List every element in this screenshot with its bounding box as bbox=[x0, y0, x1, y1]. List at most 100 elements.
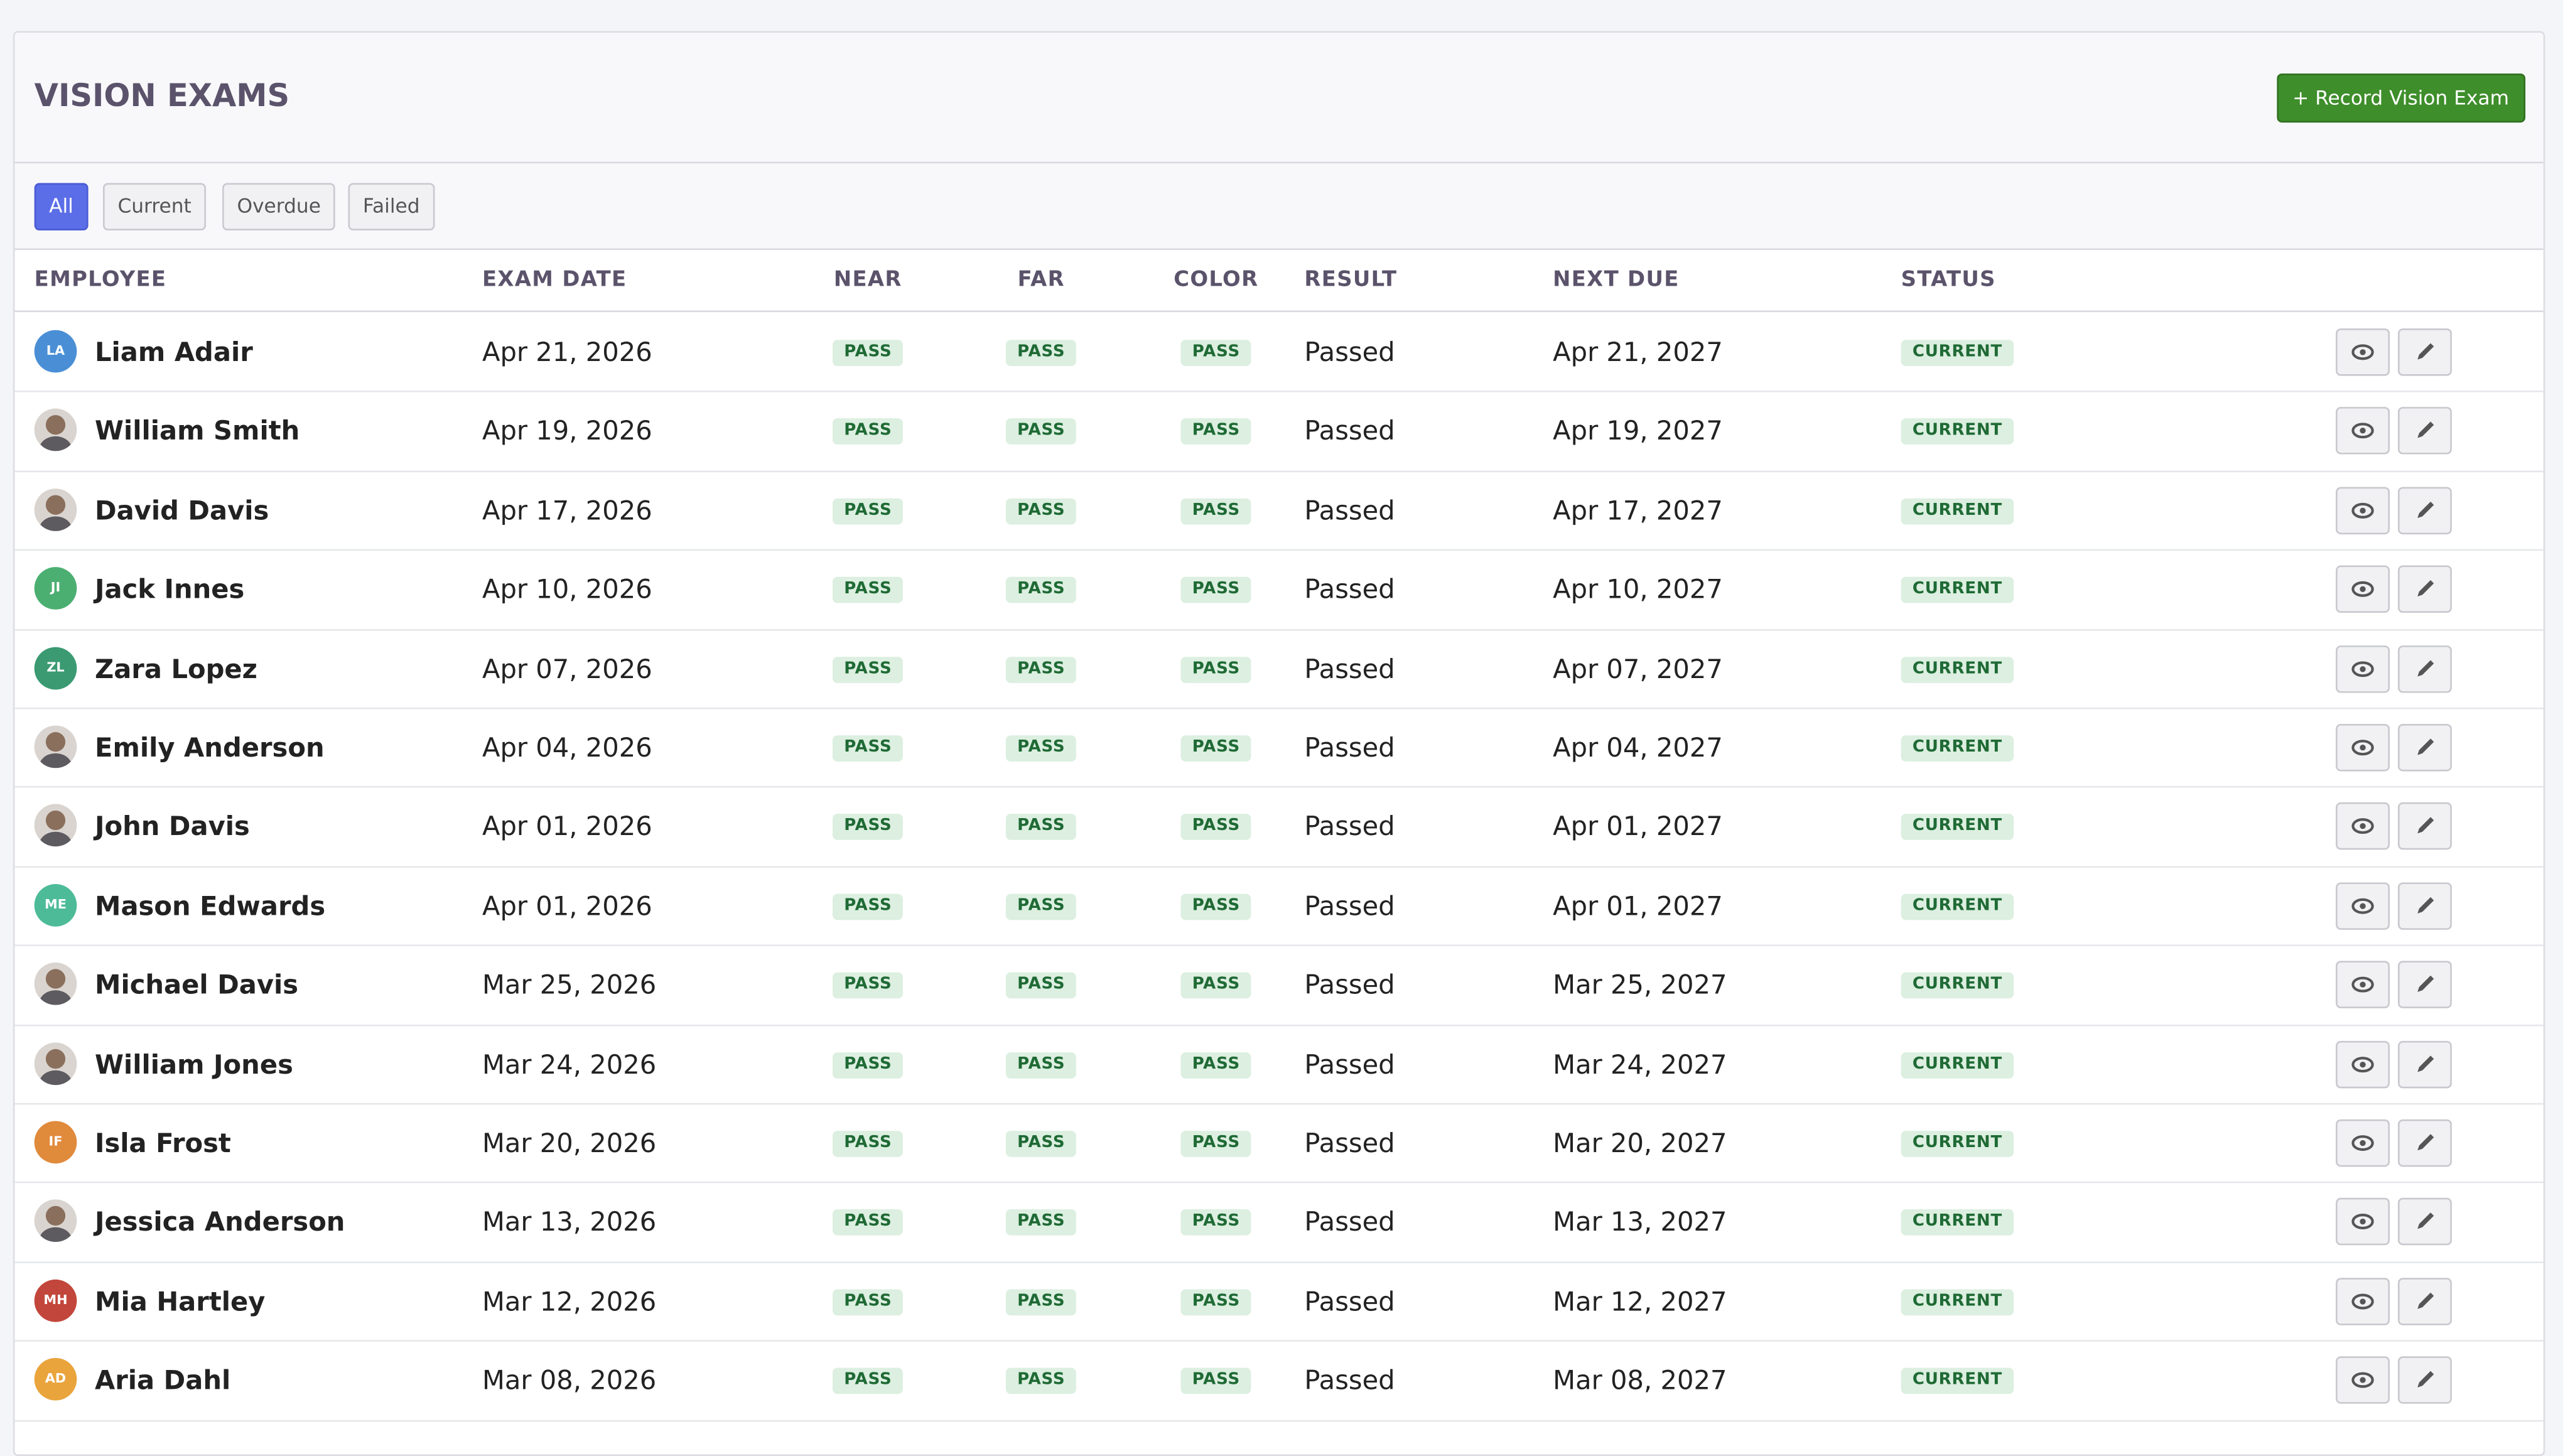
avatar: JI bbox=[34, 567, 77, 610]
photo bbox=[39, 416, 72, 452]
avatar-photo bbox=[34, 804, 77, 848]
status-badge: CURRENT bbox=[1901, 1131, 2014, 1157]
view-button[interactable] bbox=[2336, 723, 2390, 772]
pass-badge: PASS bbox=[832, 973, 904, 999]
edit-button[interactable] bbox=[2398, 407, 2452, 455]
edit-button[interactable] bbox=[2398, 1119, 2452, 1167]
column-header: NEAR bbox=[833, 267, 902, 293]
pencil-icon bbox=[2417, 501, 2434, 518]
exam-date: Apr 17, 2026 bbox=[482, 495, 652, 526]
avatar: ME bbox=[34, 883, 77, 927]
result: Passed bbox=[1304, 574, 1395, 605]
table-row: David Davis Apr 17, 2026 PASS PASS PASS Passe… bbox=[14, 470, 2544, 551]
filter-button[interactable]: Overdue bbox=[222, 183, 336, 230]
table-row: Emily Anderson Apr 04, 2026 PASS PASS PASS Pa… bbox=[14, 708, 2544, 789]
view-button[interactable] bbox=[2336, 1356, 2390, 1405]
exam-date: Mar 08, 2026 bbox=[482, 1364, 657, 1396]
edit-button[interactable] bbox=[2398, 1277, 2452, 1325]
view-button[interactable] bbox=[2336, 645, 2390, 693]
table-row: JI Jack Innes Apr 10, 2026 PASS PASS PASS Pass… bbox=[14, 549, 2544, 630]
pass-badge: PASS bbox=[1005, 419, 1077, 445]
view-button[interactable] bbox=[2336, 328, 2390, 376]
pass-badge: PASS bbox=[1180, 419, 1252, 445]
edit-button[interactable] bbox=[2398, 802, 2452, 851]
pass-badge: PASS bbox=[832, 735, 904, 762]
edit-button[interactable] bbox=[2398, 1198, 2452, 1246]
exam-date: Mar 12, 2026 bbox=[482, 1285, 657, 1317]
status-badge: CURRENT bbox=[1901, 656, 2014, 682]
employee-name: Jack Innes bbox=[94, 574, 245, 605]
view-button[interactable] bbox=[2336, 487, 2390, 534]
edit-button[interactable] bbox=[2398, 723, 2452, 772]
pencil-icon bbox=[2417, 1371, 2434, 1388]
table-row: AD Aria Dahl Mar 08, 2026 PASS PASS PASS Passe… bbox=[14, 1340, 2544, 1421]
status-badge: CURRENT bbox=[1901, 498, 2014, 524]
next-due: Mar 13, 2027 bbox=[1553, 1206, 1727, 1238]
avatar-photo bbox=[34, 409, 77, 452]
status-badge: CURRENT bbox=[1901, 735, 2014, 762]
exam-date: Mar 13, 2026 bbox=[482, 1206, 657, 1238]
result: Passed bbox=[1304, 416, 1395, 447]
view-button[interactable] bbox=[2336, 961, 2390, 1009]
filter-button[interactable]: Current bbox=[103, 183, 207, 230]
next-due: Apr 10, 2027 bbox=[1553, 574, 1723, 605]
eye-icon bbox=[2351, 423, 2374, 439]
exam-date: Apr 04, 2026 bbox=[482, 732, 652, 763]
filter-button[interactable]: Failed bbox=[348, 183, 435, 230]
pass-badge: PASS bbox=[1180, 577, 1252, 603]
pass-badge: PASS bbox=[1180, 1289, 1252, 1315]
avatar-photo bbox=[34, 725, 77, 768]
edit-button[interactable] bbox=[2398, 882, 2452, 930]
employee-name: Liam Adair bbox=[94, 337, 253, 368]
pass-badge: PASS bbox=[1180, 498, 1252, 524]
pass-badge: PASS bbox=[1005, 498, 1077, 524]
edit-button[interactable] bbox=[2398, 645, 2452, 693]
view-button[interactable] bbox=[2336, 882, 2390, 930]
view-button[interactable] bbox=[2336, 1198, 2390, 1246]
edit-button[interactable] bbox=[2398, 1356, 2452, 1405]
pass-badge: PASS bbox=[832, 1052, 904, 1078]
title: VISION EXAMS bbox=[34, 78, 290, 115]
record-button[interactable]: + Record Vision Exam bbox=[2276, 73, 2526, 123]
card: VISION EXAMS + Record Vision Exam All Cur… bbox=[13, 31, 2545, 1456]
pass-badge: PASS bbox=[832, 1367, 904, 1394]
edit-button[interactable] bbox=[2398, 487, 2452, 534]
eye-icon bbox=[2351, 344, 2374, 360]
pencil-icon bbox=[2417, 1134, 2434, 1151]
pencil-icon bbox=[2417, 343, 2434, 360]
pass-badge: PASS bbox=[832, 1131, 904, 1157]
edit-button[interactable] bbox=[2398, 1040, 2452, 1088]
pass-badge: PASS bbox=[1180, 656, 1252, 682]
column-header: EMPLOYEE bbox=[34, 267, 167, 293]
avatar: AD bbox=[34, 1358, 77, 1401]
pencil-icon bbox=[2417, 817, 2434, 834]
view-button[interactable] bbox=[2336, 802, 2390, 851]
pass-badge: PASS bbox=[1005, 1131, 1077, 1157]
edit-button[interactable] bbox=[2398, 961, 2452, 1009]
view-button[interactable] bbox=[2336, 1040, 2390, 1088]
view-button[interactable] bbox=[2336, 1277, 2390, 1325]
view-button[interactable] bbox=[2336, 407, 2390, 455]
employee-name: Jessica Anderson bbox=[94, 1206, 345, 1238]
exam-date: Apr 19, 2026 bbox=[482, 416, 652, 447]
filter-bar: All Current Overdue Failed bbox=[14, 163, 2544, 251]
eye-icon bbox=[2351, 1214, 2374, 1231]
status-badge: CURRENT bbox=[1901, 419, 2014, 445]
photo bbox=[39, 495, 72, 531]
employee-name: Michael Davis bbox=[94, 969, 299, 1001]
edit-button[interactable] bbox=[2398, 328, 2452, 376]
view-button[interactable] bbox=[2336, 1119, 2390, 1167]
status-badge: CURRENT bbox=[1901, 577, 2014, 603]
eye-icon bbox=[2351, 977, 2374, 993]
pass-badge: PASS bbox=[1005, 973, 1077, 999]
pass-badge: PASS bbox=[1180, 893, 1252, 920]
next-due: Apr 04, 2027 bbox=[1553, 732, 1723, 763]
avatar-photo bbox=[34, 488, 77, 531]
pass-badge: PASS bbox=[832, 1210, 904, 1236]
next-due: Apr 07, 2027 bbox=[1553, 653, 1723, 684]
edit-button[interactable] bbox=[2398, 566, 2452, 613]
view-button[interactable] bbox=[2336, 566, 2390, 613]
filter-button[interactable]: All bbox=[34, 183, 89, 230]
